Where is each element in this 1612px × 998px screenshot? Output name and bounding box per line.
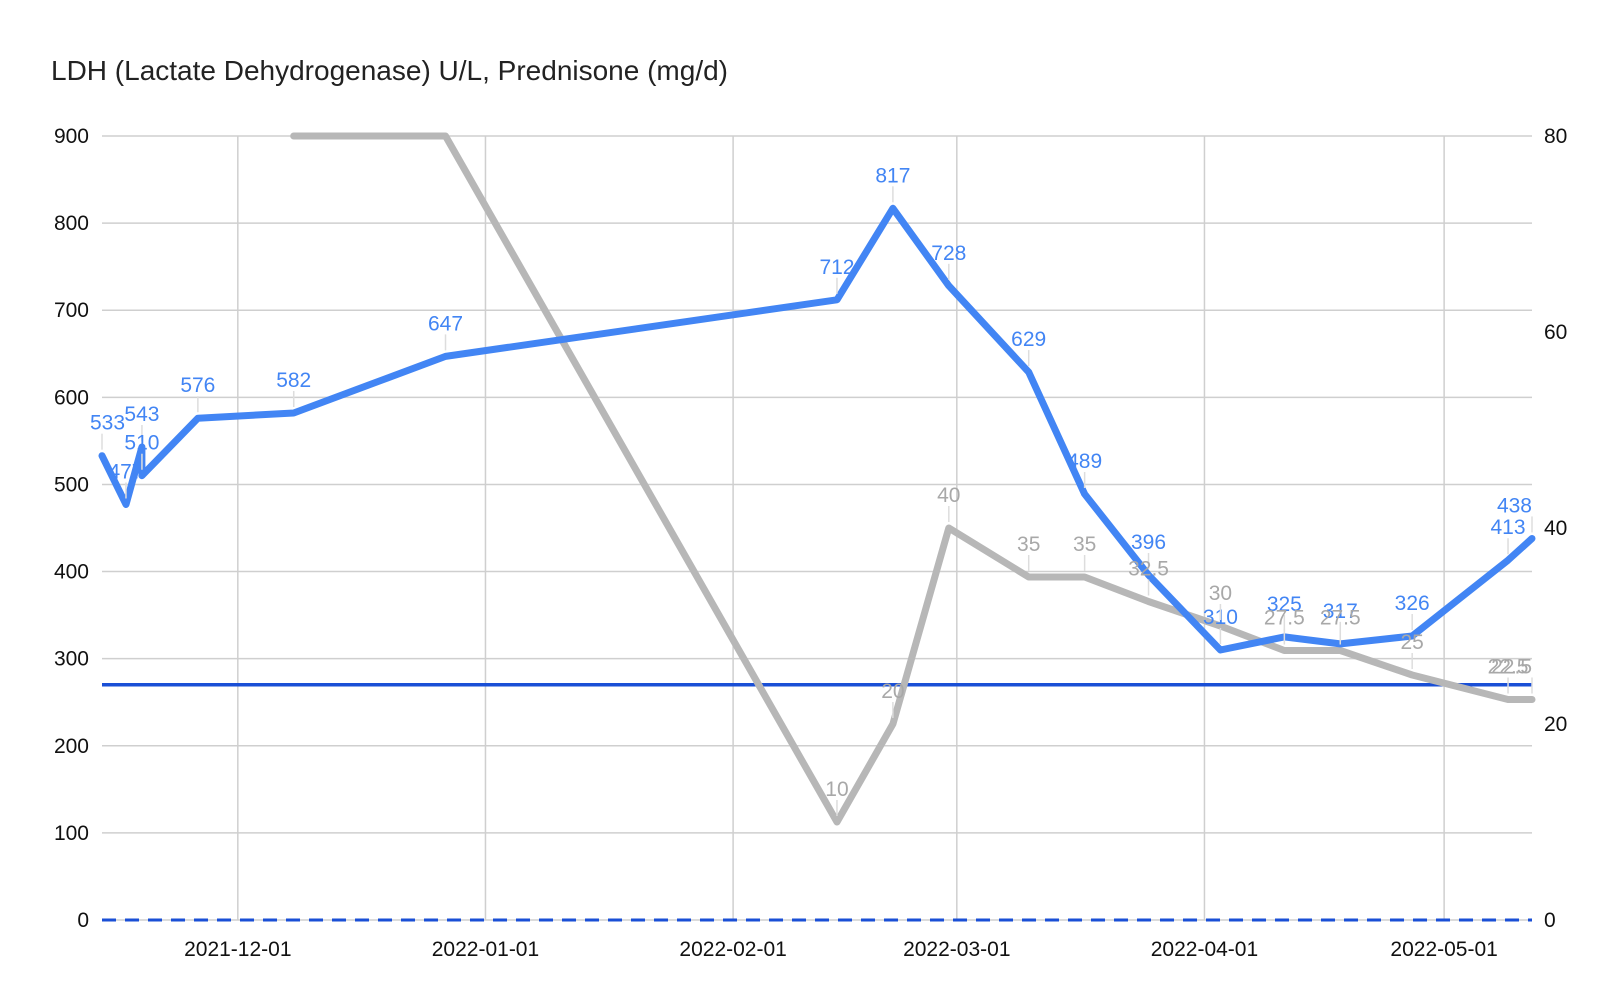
x-tick-label-2021-12-01: 2021-12-01 bbox=[184, 938, 291, 961]
data-label-1-12: 22.5 bbox=[1488, 656, 1529, 679]
y2-tick-label-0: 0 bbox=[1544, 909, 1556, 932]
data-label-0-7: 712 bbox=[819, 256, 854, 279]
y-tick-label-400: 400 bbox=[54, 561, 89, 584]
y-tick-label-300: 300 bbox=[54, 648, 89, 671]
data-label-1-13: 22.5 bbox=[1491, 656, 1532, 679]
data-label-0-15: 317 bbox=[1323, 600, 1358, 623]
x-tick-label-2022-05-01: 2022-05-01 bbox=[1390, 938, 1497, 961]
data-label-1-9: 27.5 bbox=[1264, 607, 1305, 630]
data-label-0-18: 438 bbox=[1497, 494, 1532, 517]
axis-tick-labels: 0100200300400500600700800900020406080202… bbox=[54, 125, 1567, 961]
data-label-1-10: 27.5 bbox=[1320, 607, 1361, 630]
data-label-1-4: 40 bbox=[937, 484, 960, 507]
reference-lines bbox=[102, 683, 1532, 922]
data-label-1-6: 35 bbox=[1073, 533, 1096, 556]
data-label-0-9: 728 bbox=[931, 242, 966, 265]
y-tick-label-800: 800 bbox=[54, 212, 89, 235]
data-label-0-17: 413 bbox=[1491, 516, 1526, 539]
y-tick-label-700: 700 bbox=[54, 299, 89, 322]
data-label-0-6: 647 bbox=[428, 312, 463, 335]
data-label-0-3: 510 bbox=[124, 432, 159, 455]
data-label-0-10: 629 bbox=[1011, 328, 1046, 351]
gridlines bbox=[102, 135, 1532, 921]
data-label-1-5: 35 bbox=[1017, 533, 1040, 556]
x-tick-label-2022-01-01: 2022-01-01 bbox=[432, 938, 539, 961]
series-line-1 bbox=[290, 132, 1536, 826]
x-tick-label-2022-02-01: 2022-02-01 bbox=[679, 938, 786, 961]
y2-tick-label-80: 80 bbox=[1544, 125, 1567, 148]
y-tick-label-100: 100 bbox=[54, 822, 89, 845]
y2-tick-label-20: 20 bbox=[1544, 713, 1567, 736]
data-label-0-11: 489 bbox=[1067, 450, 1102, 473]
data-labels: 533 477 543 510 576 582 647 712 817 728 629 489 396 3… bbox=[90, 164, 1533, 816]
data-label-1-11: 25 bbox=[1400, 631, 1423, 654]
chart-title: LDH (Lactate Dehydrogenase) U/L, Prednis… bbox=[51, 55, 728, 86]
y2-tick-label-40: 40 bbox=[1544, 517, 1567, 540]
data-label-0-8: 817 bbox=[875, 164, 910, 187]
data-label-0-14: 325 bbox=[1267, 593, 1302, 616]
data-label-1-2: 10 bbox=[825, 778, 848, 801]
data-label-1-3: 20 bbox=[881, 680, 904, 703]
y-tick-label-500: 500 bbox=[54, 473, 89, 496]
y-tick-label-600: 600 bbox=[54, 386, 89, 409]
data-label-0-16: 326 bbox=[1395, 592, 1430, 615]
x-tick-label-2022-03-01: 2022-03-01 bbox=[903, 938, 1010, 961]
data-label-0-2: 543 bbox=[124, 403, 159, 426]
data-label-0-5: 582 bbox=[276, 369, 311, 392]
y-tick-label-900: 900 bbox=[54, 125, 89, 148]
data-label-1-7: 32.5 bbox=[1128, 558, 1169, 581]
data-label-0-4: 576 bbox=[180, 374, 215, 397]
data-label-0-1: 477 bbox=[108, 460, 143, 483]
y-tick-label-0: 0 bbox=[77, 909, 89, 932]
data-label-0-12: 396 bbox=[1131, 531, 1166, 554]
y2-tick-label-60: 60 bbox=[1544, 321, 1567, 344]
x-tick-label-2022-04-01: 2022-04-01 bbox=[1151, 938, 1258, 961]
data-label-1-8: 30 bbox=[1209, 582, 1232, 605]
data-label-0-0: 533 bbox=[90, 412, 125, 435]
y-tick-label-200: 200 bbox=[54, 735, 89, 758]
